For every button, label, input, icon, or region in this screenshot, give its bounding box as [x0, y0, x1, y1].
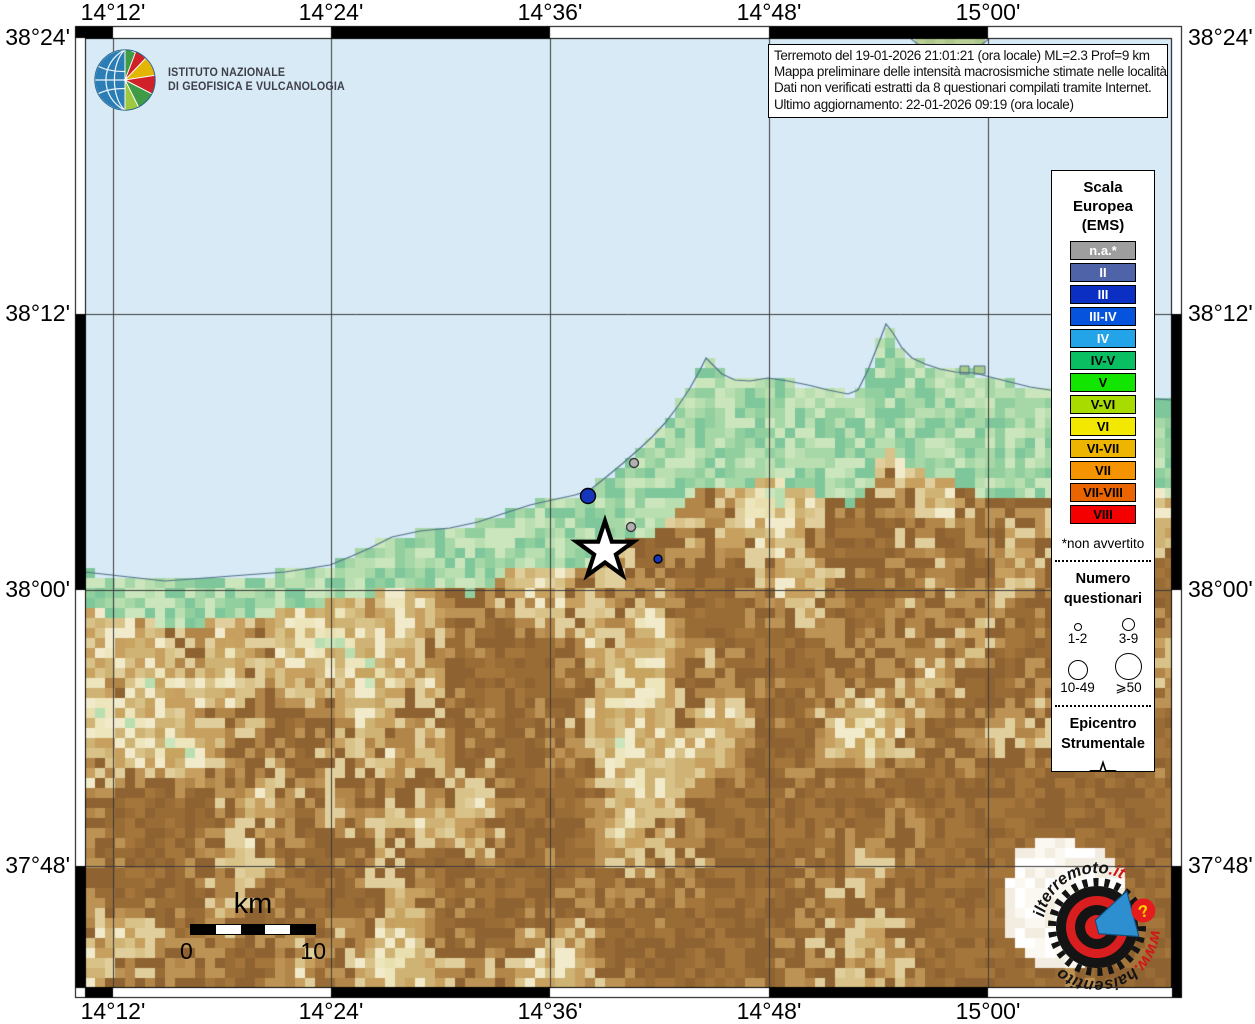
- scale-unit-label: km: [233, 888, 273, 920]
- ems-scale-item-vi-vii: VI-VII: [1070, 439, 1136, 458]
- scale-segment: [290, 925, 315, 934]
- questionnaire-size-circle: [1067, 660, 1088, 680]
- info-line-map-type: Mappa preliminare delle intensità macros…: [774, 64, 1167, 80]
- ingv-wordmark: ISTITUTO NAZIONALE DI GEOFISICA E VULCAN…: [168, 66, 345, 94]
- legend-title: Scala Europea (EMS): [1052, 178, 1154, 235]
- questionnaire-count-title: Numero questionari: [1052, 569, 1154, 609]
- legend-title-line: Europea: [1072, 198, 1133, 215]
- axis-label-right-0: 38°24': [1188, 24, 1253, 50]
- epicenter-title-line: Epicentro: [1069, 716, 1137, 732]
- questionnaire-size-circle: [1073, 623, 1082, 631]
- scale-segment: [215, 925, 241, 934]
- ems-scale-item-ii: II: [1070, 263, 1136, 282]
- ingv-line1: ISTITUTO NAZIONALE: [168, 67, 286, 79]
- axis-label-top-2: 14°36': [517, 0, 583, 25]
- axis-label-right-3: 37°48': [1188, 852, 1253, 878]
- questionnaire-size-label: ⩾50: [1115, 680, 1142, 695]
- ems-intensity-scale: n.a.* II III III-IV IV IV-V V V-VI VI VI-VII VII VI…: [1052, 241, 1154, 524]
- info-line-updated: Ultimo aggiornamento: 22-01-2026 09:19 (…: [774, 96, 1074, 112]
- legend-title-line: (EMS): [1081, 217, 1125, 234]
- ems-scale-item-iv: IV: [1070, 329, 1136, 348]
- ingv-logo: ISTITUTO NAZIONALE DI GEOFISICA E VULCAN…: [92, 47, 358, 113]
- scale-segment: [191, 925, 216, 934]
- ingv-line2: DI GEOFISICA E VULCANOLOGIA: [168, 81, 345, 93]
- questionnaire-size-label: 1-2: [1067, 631, 1088, 646]
- axis-label-top-4: 15°00': [955, 0, 1021, 25]
- scale-segment: [240, 925, 266, 934]
- axis-label-bottom-1: 14°24': [298, 998, 364, 1024]
- questionnaire-title-line: questionari: [1063, 591, 1143, 607]
- ems-scale-item-vii-viii: VII-VIII: [1070, 483, 1136, 502]
- ems-scale-item-viii: VIII: [1070, 505, 1136, 524]
- questionnaire-size-circle: [1122, 618, 1135, 631]
- info-line-event: Terremoto del 19-01-2026 21:01:21 (ora l…: [774, 48, 1150, 63]
- info-line-source: Dati non verificati estratti da 8 questi…: [774, 80, 1152, 96]
- axis-label-left-0: 38°24': [5, 24, 70, 50]
- scale-bar-segments: [190, 924, 316, 935]
- earthquake-info-box: Terremoto del 19-01-2026 21:01:21 (ora l…: [768, 44, 1168, 118]
- ems-scale-item-v-vi: V-VI: [1070, 395, 1136, 414]
- axis-label-bottom-3: 14°48': [736, 998, 802, 1024]
- axis-label-top-1: 14°24': [298, 0, 364, 25]
- axis-label-right-2: 38°00': [1188, 576, 1253, 602]
- legend-divider: [1055, 705, 1151, 707]
- ems-scale-item-iii-iv: III-IV: [1070, 307, 1136, 326]
- questionnaire-size-key: 1-2 3-9 10-49 ⩾50: [1052, 614, 1154, 696]
- scale-end-label: 10: [300, 938, 326, 964]
- scale-start-label: 0: [180, 938, 193, 964]
- legend-title-line: Scala: [1083, 179, 1123, 196]
- ems-scale-item-n-a-: n.a.*: [1070, 241, 1136, 260]
- questionnaire-size-cell: 1-2: [1052, 614, 1103, 647]
- axis-label-left-1: 38°12': [5, 300, 70, 326]
- questionnaire-size-label: 3-9: [1118, 631, 1139, 646]
- questionnaire-size-circle: [1115, 653, 1142, 680]
- map-scale-bar: km 0 10: [178, 889, 328, 965]
- axis-label-bottom-2: 14°36': [517, 998, 583, 1024]
- axis-label-bottom-4: 15°00': [955, 998, 1021, 1024]
- ems-scale-item-iv-v: IV-V: [1070, 351, 1136, 370]
- legend-panel: Scala Europea (EMS) n.a.* II III III-IV IV IV…: [1051, 170, 1155, 772]
- axis-label-left-2: 38°00': [5, 576, 70, 602]
- ems-scale-item-vi: VI: [1070, 417, 1136, 436]
- ingv-globe-icon: [94, 49, 156, 111]
- questionnaire-size-label: 10-49: [1060, 680, 1095, 695]
- epicenter-star-icon: [1089, 759, 1117, 771]
- ems-scale-item-iii: III: [1070, 285, 1136, 304]
- ems-scale-item-v: V: [1070, 373, 1136, 392]
- questionnaire-size-cell: 3-9: [1103, 614, 1154, 647]
- axis-label-top-0: 14°12': [80, 0, 146, 25]
- legend-divider: [1055, 560, 1151, 562]
- scale-segment: [265, 925, 291, 934]
- questionnaire-size-cell: 10-49: [1052, 650, 1103, 696]
- questionnaire-size-cell: ⩾50: [1103, 650, 1154, 696]
- questionnaire-title-line: Numero: [1075, 571, 1131, 587]
- legend-footnote: *non avvertito: [1061, 536, 1145, 551]
- epicenter-title-line: Strumentale: [1061, 736, 1145, 752]
- epicenter-star-symbol: [1052, 759, 1154, 771]
- ems-scale-item-vii: VII: [1070, 461, 1136, 480]
- axis-label-right-1: 38°12': [1188, 300, 1253, 326]
- axis-label-left-3: 37°48': [5, 852, 70, 878]
- epicenter-title: Epicentro Strumentale: [1052, 714, 1154, 754]
- axis-label-bottom-0: 14°12': [80, 998, 146, 1024]
- axis-label-top-3: 14°48': [736, 0, 802, 25]
